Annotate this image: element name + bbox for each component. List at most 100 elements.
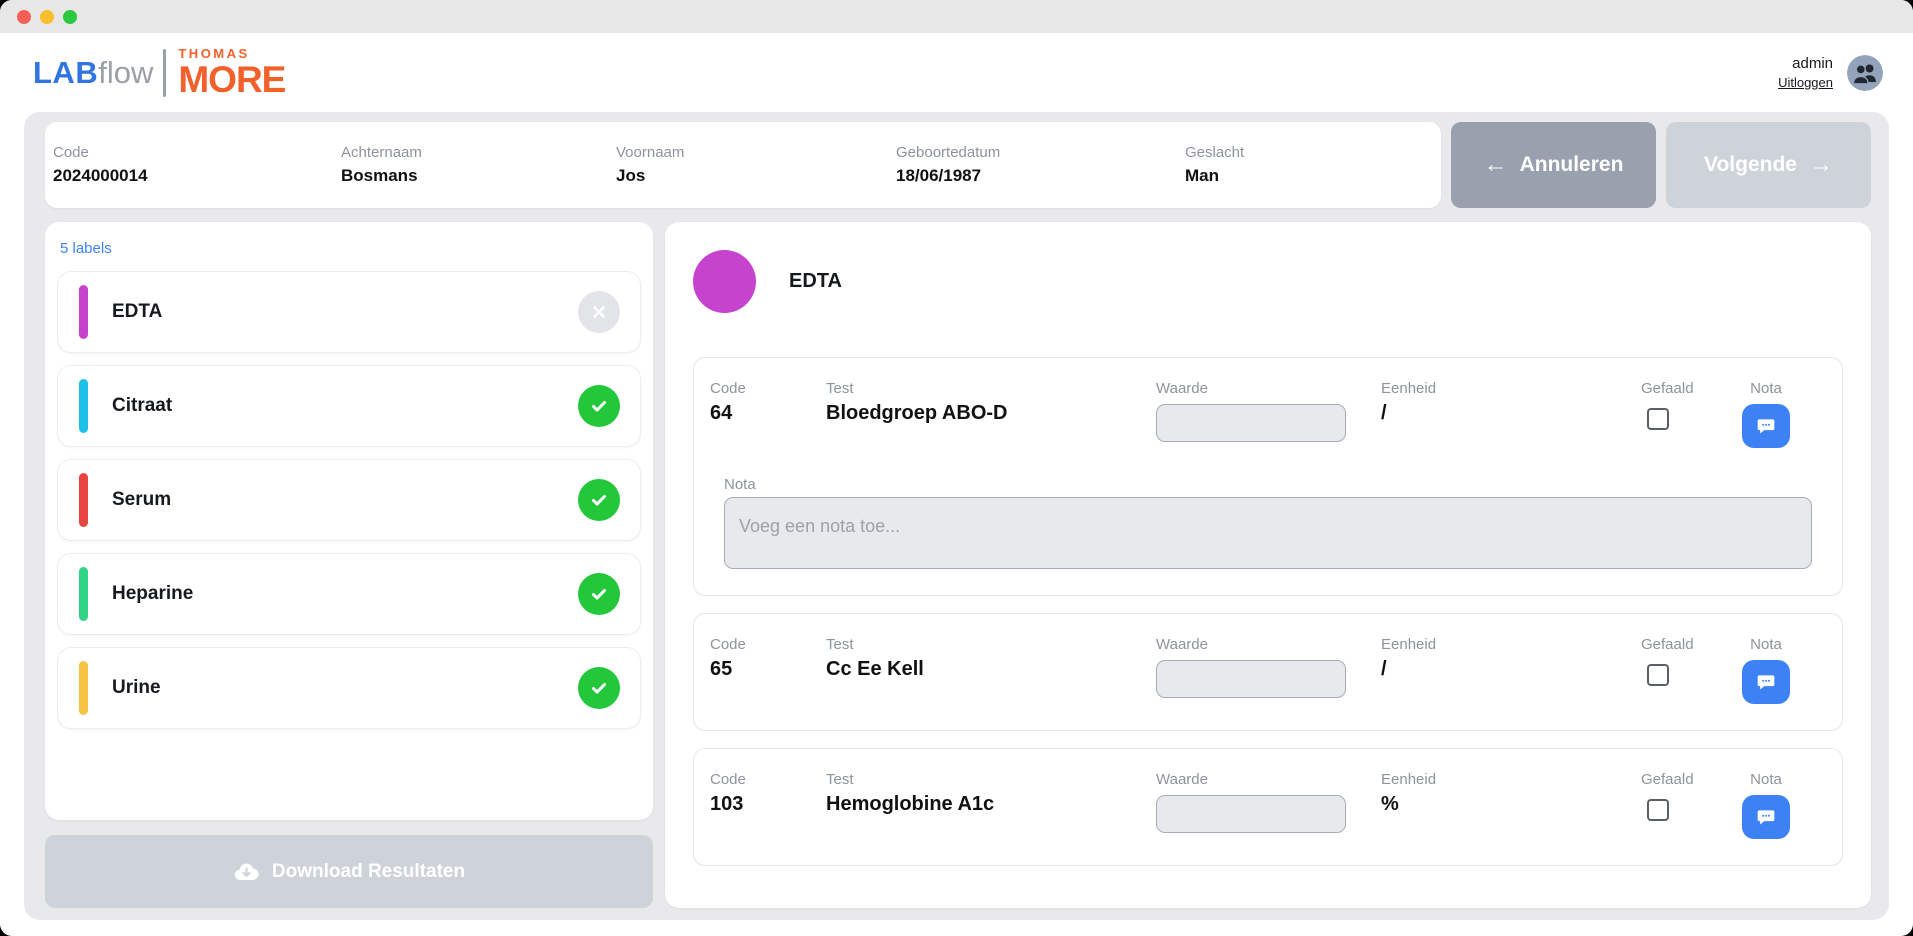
- label-name: EDTA: [112, 301, 163, 322]
- failed-checkbox[interactable]: [1647, 408, 1669, 430]
- thomas-more-logo: THOMAS MORE: [178, 47, 286, 100]
- test-code-cell: Code 64: [710, 380, 826, 425]
- test-card: Code 103 Test Hemoglobine A1c Waarde: [693, 748, 1843, 866]
- failed-column-label: Gefaald: [1641, 636, 1694, 653]
- patient-field-label: Geboortedatum: [896, 144, 1001, 161]
- label-color-bar: [79, 285, 88, 339]
- test-unit-cell: Eenheid %: [1381, 771, 1629, 816]
- completed-check-icon: [578, 479, 620, 521]
- test-unit-cell: Eenheid /: [1381, 636, 1629, 681]
- patient-field-label: Achternaam: [341, 144, 422, 161]
- chat-bubble-icon: [1757, 675, 1775, 690]
- completed-check-icon: [578, 667, 620, 709]
- test-note-cell: Nota: [1706, 380, 1826, 448]
- test-column-label: Test: [826, 636, 854, 653]
- chat-bubble-icon: [1757, 810, 1775, 825]
- patient-info-card: Code 2024000014 Achternaam Bosmans Voorn…: [45, 122, 1441, 208]
- label-item[interactable]: Citraat: [57, 365, 641, 447]
- window-close-button[interactable]: [17, 9, 31, 24]
- value-input[interactable]: [1156, 404, 1346, 442]
- test-name-value: Bloedgroep ABO-D: [826, 402, 1008, 424]
- logo-lab-text: LAB: [33, 54, 99, 90]
- test-failed-cell: Gefaald: [1629, 636, 1706, 686]
- main-row: 5 labels EDTA: [45, 222, 1871, 908]
- value-column-label: Waarde: [1156, 380, 1208, 397]
- labels-panel: 5 labels EDTA: [45, 222, 653, 820]
- note-button[interactable]: [1742, 404, 1790, 448]
- unit-column-label: Eenheid: [1381, 380, 1437, 397]
- note-button[interactable]: [1742, 660, 1790, 704]
- deselect-label-button[interactable]: [578, 291, 620, 333]
- label-name: Serum: [112, 489, 172, 510]
- note-textarea[interactable]: [724, 497, 1812, 569]
- cancel-button[interactable]: ← Annuleren: [1451, 122, 1656, 208]
- patient-field-label: Code: [53, 144, 89, 161]
- value-input[interactable]: [1156, 660, 1346, 698]
- test-row: Code 103 Test Hemoglobine A1c Waarde: [710, 771, 1826, 839]
- label-color-bar: [79, 379, 88, 433]
- label-item[interactable]: Serum: [57, 459, 641, 541]
- labels-count: 5 labels: [60, 240, 112, 257]
- username-text: admin: [1792, 55, 1833, 72]
- arrow-right-icon: →: [1808, 151, 1833, 178]
- test-unit-value: %: [1381, 793, 1399, 815]
- failed-column-label: Gefaald: [1641, 771, 1694, 788]
- cloud-download-icon: [234, 863, 259, 880]
- brand-more-text: MORE: [178, 59, 286, 100]
- note-column-label: Nota: [1750, 771, 1782, 788]
- test-unit-cell: Eenheid /: [1381, 380, 1629, 425]
- download-results-button[interactable]: Download Resultaten: [45, 835, 653, 908]
- close-icon: [593, 306, 605, 318]
- test-failed-cell: Gefaald: [1629, 380, 1706, 430]
- test-card: Code 64 Test Bloedgroep ABO-D Waarde: [693, 357, 1843, 596]
- failed-checkbox[interactable]: [1647, 799, 1669, 821]
- patient-field-value: Jos: [616, 166, 646, 185]
- test-name-cell: Test Bloedgroep ABO-D: [826, 380, 1156, 425]
- labels-column: 5 labels EDTA: [45, 222, 653, 908]
- patient-field-value: 2024000014: [53, 166, 148, 185]
- label-item[interactable]: EDTA: [57, 271, 641, 353]
- test-value-cell: Waarde: [1156, 636, 1381, 698]
- test-row: Code 65 Test Cc Ee Kell Waarde: [710, 636, 1826, 704]
- next-button-label: Volgende: [1704, 153, 1797, 176]
- label-name: Citraat: [112, 395, 173, 416]
- logout-link[interactable]: Uitloggen: [1778, 75, 1833, 90]
- test-name-cell: Test Hemoglobine A1c: [826, 771, 1156, 816]
- content-shell: Code 2024000014 Achternaam Bosmans Voorn…: [24, 112, 1889, 920]
- test-code-value: 65: [710, 658, 733, 680]
- patient-field: Achternaam Bosmans: [341, 144, 616, 186]
- patient-toolbar: Code 2024000014 Achternaam Bosmans Voorn…: [45, 122, 1871, 208]
- window-minimize-button[interactable]: [40, 9, 54, 24]
- user-avatar-icon[interactable]: [1847, 54, 1883, 91]
- test-code-cell: Code 65: [710, 636, 826, 681]
- test-note-cell: Nota: [1706, 636, 1826, 704]
- failed-column-label: Gefaald: [1641, 380, 1694, 397]
- label-color-circle: [693, 250, 756, 313]
- next-button[interactable]: Volgende →: [1666, 122, 1871, 208]
- test-code-value: 64: [710, 402, 733, 424]
- label-name: Urine: [112, 677, 161, 698]
- note-button[interactable]: [1742, 795, 1790, 839]
- test-code-cell: Code 103: [710, 771, 826, 816]
- panel-header: EDTA: [693, 250, 1843, 313]
- label-item[interactable]: Urine: [57, 647, 641, 729]
- label-item[interactable]: Heparine: [57, 553, 641, 635]
- code-column-label: Code: [710, 771, 746, 788]
- chat-bubble-icon: [1757, 419, 1775, 434]
- window-maximize-button[interactable]: [63, 9, 77, 24]
- test-unit-value: /: [1381, 402, 1387, 424]
- patient-field: Code 2024000014: [53, 144, 341, 186]
- test-value-cell: Waarde: [1156, 380, 1381, 442]
- download-results-label: Download Resultaten: [271, 860, 466, 882]
- patient-field-label: Voornaam: [616, 144, 685, 161]
- results-panel: EDTA Code 64 Test Bloedgroep ABO-D: [665, 222, 1871, 908]
- label-color-bar: [79, 473, 88, 527]
- test-failed-cell: Gefaald: [1629, 771, 1706, 821]
- code-column-label: Code: [710, 380, 746, 397]
- value-input[interactable]: [1156, 795, 1346, 833]
- failed-checkbox[interactable]: [1647, 664, 1669, 686]
- test-code-value: 103: [710, 793, 744, 815]
- value-column-label: Waarde: [1156, 771, 1208, 788]
- note-column-label: Nota: [1750, 636, 1782, 653]
- test-unit-value: /: [1381, 658, 1387, 680]
